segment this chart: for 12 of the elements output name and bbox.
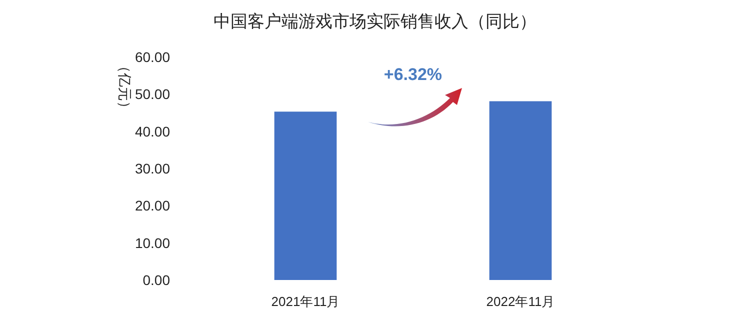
- annotation: +6.32%: [384, 65, 442, 84]
- y-tick-label: 10.00: [134, 234, 170, 251]
- chart-title: 中国客户端游戏市场实际销售收入（同比）: [214, 12, 536, 31]
- x-tick-label: 2021年11月: [271, 294, 340, 309]
- y-axis-title: （亿元）: [117, 59, 133, 115]
- y-tick-label: 20.00: [134, 198, 170, 214]
- y-tick-label: 0.00: [142, 272, 170, 288]
- y-tick-label: 60.00: [134, 49, 170, 65]
- y-tick-label: 40.00: [134, 123, 170, 140]
- y-tick-label: 30.00: [134, 160, 170, 176]
- y-tick-label: 50.00: [134, 86, 170, 102]
- x-tick-label: 2022年11月: [486, 294, 555, 309]
